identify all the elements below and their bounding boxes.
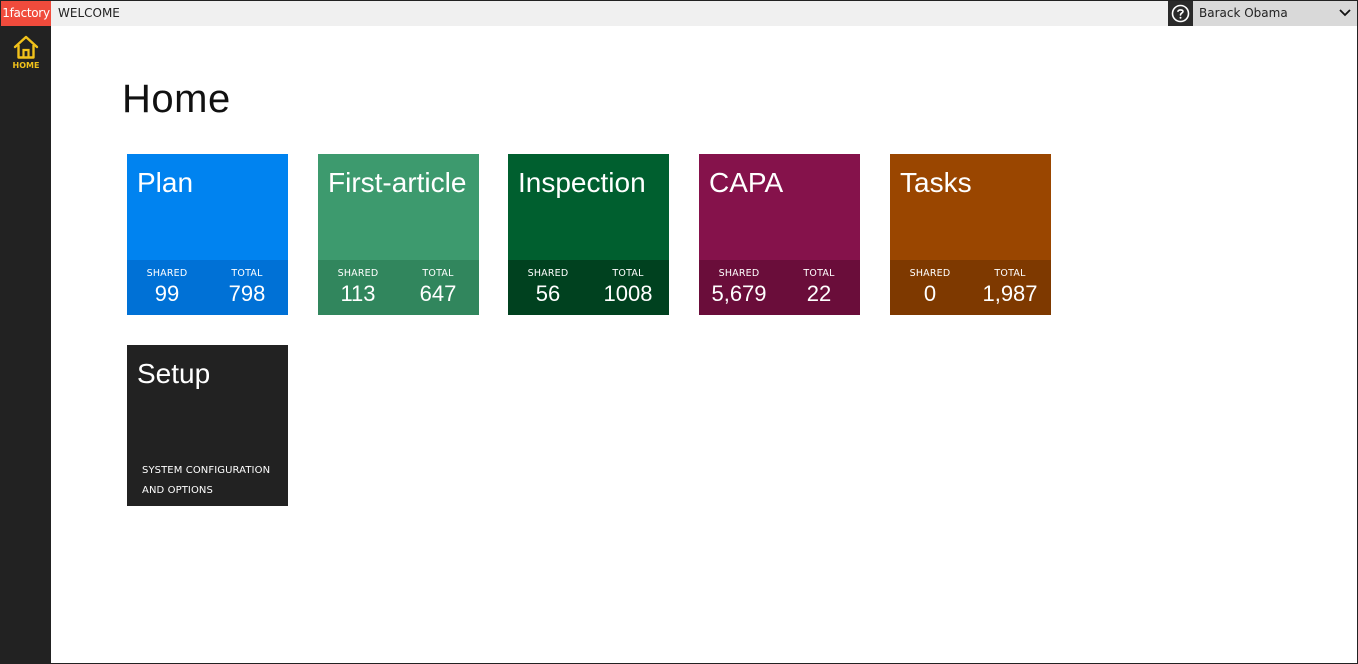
help-circle-icon — [1171, 4, 1190, 23]
tile-title: Tasks — [900, 167, 972, 198]
total-count: 647 — [419, 281, 457, 306]
shared-count: 0 — [923, 281, 937, 306]
total-count: 1008 — [603, 281, 653, 306]
tile-stats: SHARED 5,679 TOTAL 22 — [699, 260, 860, 315]
setup-description: SYSTEM CONFIGURATION AND OPTIONS — [142, 461, 282, 501]
tile-stats: SHARED 56 TOTAL 1008 — [508, 260, 669, 315]
shared-stat: SHARED 0 — [890, 268, 970, 308]
shared-label: SHARED — [146, 268, 188, 279]
tile-title: Inspection — [518, 167, 646, 198]
shared-stat: SHARED 56 — [508, 268, 588, 308]
tile-inspection[interactable]: Inspection SHARED 56 TOTAL 1008 — [508, 154, 669, 315]
page-title: Home — [122, 77, 231, 121]
shared-stat: SHARED 5,679 — [699, 268, 779, 308]
tile-plan[interactable]: Plan SHARED 99 TOTAL 798 — [127, 154, 288, 315]
total-label: TOTAL — [994, 268, 1026, 279]
tile-first-article[interactable]: First-article SHARED 113 TOTAL 647 — [318, 154, 479, 315]
total-stat: TOTAL 1,987 — [970, 268, 1050, 308]
shared-count: 56 — [535, 281, 561, 306]
sidebar-item-label: HOME — [12, 61, 40, 70]
total-label: TOTAL — [422, 268, 454, 279]
tile-setup[interactable]: Setup SYSTEM CONFIGURATION AND OPTIONS — [127, 345, 288, 506]
total-label: TOTAL — [612, 268, 644, 279]
tile-capa[interactable]: CAPA SHARED 5,679 TOTAL 22 — [699, 154, 860, 315]
shared-label: SHARED — [909, 268, 951, 279]
welcome-label: WELCOME — [58, 6, 120, 20]
help-button[interactable] — [1168, 1, 1193, 26]
shared-count: 113 — [340, 281, 376, 306]
total-stat: TOTAL 1008 — [588, 268, 668, 308]
shared-stat: SHARED 113 — [318, 268, 398, 308]
tile-title: First-article — [328, 167, 467, 198]
tile-stats: SHARED 113 TOTAL 647 — [318, 260, 479, 315]
tile-stats: SHARED 0 TOTAL 1,987 — [890, 260, 1051, 315]
tile-title: Plan — [137, 167, 194, 198]
top-bar: 1factory WELCOME Barack Obama — [1, 1, 1357, 26]
sidebar: HOME — [1, 26, 51, 663]
shared-label: SHARED — [337, 268, 379, 279]
setup-description-line: SYSTEM CONFIGURATION — [142, 465, 271, 476]
total-label: TOTAL — [231, 268, 263, 279]
brand-logo[interactable]: 1factory — [1, 1, 51, 26]
shared-stat: SHARED 99 — [127, 268, 207, 308]
shared-label: SHARED — [718, 268, 760, 279]
total-count: 1,987 — [982, 281, 1038, 306]
tile-stats: SHARED 99 TOTAL 798 — [127, 260, 288, 315]
tile-title: CAPA — [709, 167, 784, 198]
setup-description-line: AND OPTIONS — [142, 485, 213, 496]
shared-count: 99 — [154, 281, 180, 306]
total-stat: TOTAL 22 — [779, 268, 859, 308]
total-label: TOTAL — [803, 268, 835, 279]
total-stat: TOTAL 798 — [207, 268, 287, 308]
shared-count: 5,679 — [711, 281, 767, 306]
total-stat: TOTAL 647 — [398, 268, 478, 308]
total-count: 22 — [806, 281, 832, 306]
home-icon — [13, 35, 39, 59]
chevron-down-icon — [1339, 9, 1351, 17]
user-name: Barack Obama — [1199, 6, 1288, 20]
total-count: 798 — [228, 281, 266, 306]
user-dropdown[interactable]: Barack Obama — [1193, 1, 1357, 26]
sidebar-item-home[interactable]: HOME — [1, 34, 51, 78]
tile-title: Setup — [137, 358, 211, 389]
tile-tasks[interactable]: Tasks SHARED 0 TOTAL 1,987 — [890, 154, 1051, 315]
shared-label: SHARED — [527, 268, 569, 279]
